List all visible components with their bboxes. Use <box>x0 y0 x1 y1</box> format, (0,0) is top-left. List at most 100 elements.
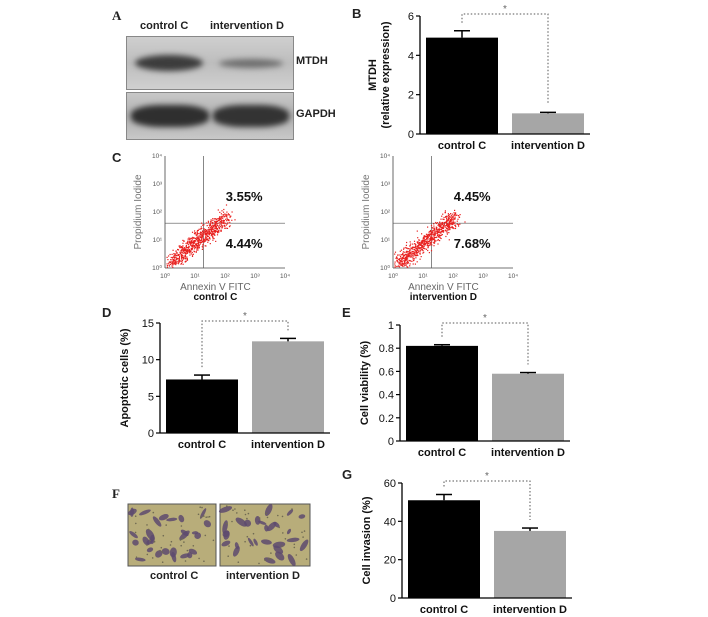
flow-x-axis-label: Annexin V FITC <box>408 282 479 293</box>
flow-y-tick: 10³ <box>153 181 163 188</box>
y-axis-label-g: Cell invasion (%) <box>361 496 373 584</box>
flow-y-tick: 10⁴ <box>152 153 162 160</box>
bar-e-control <box>406 345 478 441</box>
panel-label-c: C <box>112 150 122 165</box>
category-label-e: intervention D <box>491 447 565 459</box>
flow-x-tick: 10² <box>448 273 458 280</box>
flow-x-axis-label: Annexin V FITC <box>180 282 251 293</box>
panel-label-a: A <box>112 8 122 23</box>
bar-e-intervention <box>492 373 564 441</box>
y-tick-label-e: 0.8 <box>379 343 394 355</box>
flow-y-axis-label: Propidium Iodide <box>133 174 144 249</box>
panel-label-d: D <box>102 305 111 320</box>
category-label-b: intervention D <box>511 140 585 152</box>
flow-plot-name: control C <box>193 292 237 303</box>
blot-row-label-mtdh: MTDH <box>296 55 328 67</box>
category-label-b: control C <box>438 140 486 152</box>
flow-lower-right-pct: 4.44% <box>226 236 263 251</box>
blot-col-label-control: control C <box>140 20 189 32</box>
flow-y-tick: 10¹ <box>153 237 163 244</box>
panel-label-e: E <box>342 305 351 320</box>
y-tick-label-b: 0 <box>408 129 414 141</box>
y-tick-label-b: 4 <box>408 50 414 62</box>
y-tick-label-d: 0 <box>148 428 154 440</box>
flow-plot-name: intervention D <box>410 292 477 303</box>
flow-y-tick: 10¹ <box>381 237 391 244</box>
micrograph-cells <box>218 503 309 567</box>
category-label-e: control C <box>418 447 466 459</box>
y-tick-label-e: 0.2 <box>379 413 394 425</box>
y-tick-label-d: 10 <box>142 355 154 367</box>
flow-y-tick: 10² <box>381 209 391 216</box>
band-gapdh-intervention <box>213 105 289 127</box>
significance-bracket-e <box>441 322 529 365</box>
significance-star-d: * <box>243 311 247 322</box>
significance-star-e: * <box>483 313 487 324</box>
significance-bracket-d <box>201 320 289 368</box>
flow-y-tick: 10⁴ <box>380 153 390 160</box>
blot-gapdh <box>126 92 294 140</box>
band-mtdh-control <box>135 55 203 71</box>
bar-g-control <box>408 500 480 598</box>
y-tick-label-g: 40 <box>384 516 396 528</box>
significance-star-g: * <box>485 471 489 482</box>
bar-g-intervention <box>494 530 566 598</box>
significance-bracket-b <box>461 13 549 105</box>
flow-x-tick: 10⁰ <box>388 272 398 280</box>
flow-x-tick: 10³ <box>250 273 260 280</box>
y-axis-label-b: MTDH(relative expression) <box>367 21 392 128</box>
category-label-d: intervention D <box>251 439 325 451</box>
panel-a: A control C intervention D MTDH GAPDH <box>110 6 340 140</box>
flow-lower-right-pct: 7.68% <box>454 236 491 251</box>
micro-caption-intervention: intervention D <box>226 570 300 582</box>
y-tick-label-e: 0.6 <box>379 366 394 378</box>
flow-x-tick: 10³ <box>478 273 488 280</box>
category-label-g: control C <box>420 604 468 615</box>
band-mtdh-intervention <box>219 59 283 68</box>
y-axis-label-e: Cell viability (%) <box>359 340 371 425</box>
panel-f: F control C intervention D <box>110 484 330 584</box>
y-tick-label-g: 60 <box>384 478 396 490</box>
significance-star-b: * <box>503 4 507 15</box>
y-tick-label-b: 6 <box>408 11 414 23</box>
chart-g: G 0 20 40 60 Cell invasion (%) control C interv… <box>342 467 572 615</box>
flow-y-tick: 10³ <box>381 181 391 188</box>
band-gapdh-control <box>131 105 209 127</box>
blot-row-label-gapdh: GAPDH <box>296 108 336 120</box>
y-tick-label-e: 0 <box>388 436 394 448</box>
chart-d: D 0 5 10 15 Apoptotic cells (%) control C inter… <box>102 305 330 451</box>
chart-b: B 0 2 4 6 MTDH(relative expression) control C i… <box>352 4 590 152</box>
flow-x-tick: 10¹ <box>418 273 428 280</box>
category-label-g: intervention D <box>493 604 567 615</box>
flow-upper-right-pct: 4.45% <box>454 189 491 204</box>
y-axis-label-d: Apoptotic cells (%) <box>119 328 131 427</box>
flow-y-axis-label: Propidium Iodide <box>361 174 372 249</box>
micro-caption-control: control C <box>150 570 199 582</box>
y-tick-label-e: 0.4 <box>379 390 394 402</box>
flow-upper-right-pct: 3.55% <box>226 189 263 204</box>
flow-y-tick: 10² <box>153 209 163 216</box>
panel-label-b: B <box>352 6 361 21</box>
panel-label-f: F <box>112 486 120 501</box>
flow-x-tick: 10² <box>220 273 230 280</box>
y-tick-label-d: 15 <box>142 318 154 330</box>
flow-y-tick: 10⁰ <box>152 264 162 272</box>
blot-mtdh <box>126 36 294 90</box>
panel-c-flow: C10⁰10⁰10¹10¹10²10²10³10³10⁴10⁴3.55%4.44… <box>112 150 518 303</box>
y-tick-label-e: 1 <box>388 320 394 332</box>
y-tick-label-g: 0 <box>390 593 396 605</box>
micrographs <box>127 503 311 567</box>
flow-x-tick: 10⁴ <box>508 273 518 280</box>
flow-y-tick: 10⁰ <box>380 264 390 272</box>
micrograph-cells <box>128 506 215 563</box>
y-tick-label-g: 20 <box>384 555 396 567</box>
flow-scatter-cloud <box>166 204 236 268</box>
flow-scatter-cloud <box>394 209 466 268</box>
chart-e: E 0 0.2 0.4 0.6 0.8 1 Cell viability (%) control… <box>342 305 570 459</box>
panel-label-g: G <box>342 467 352 482</box>
bar-d-intervention <box>252 341 324 433</box>
flow-x-tick: 10⁰ <box>160 272 170 280</box>
bar-b-control <box>426 37 498 135</box>
blot-col-label-intervention: intervention D <box>210 20 284 32</box>
y-tick-label-b: 2 <box>408 90 414 102</box>
